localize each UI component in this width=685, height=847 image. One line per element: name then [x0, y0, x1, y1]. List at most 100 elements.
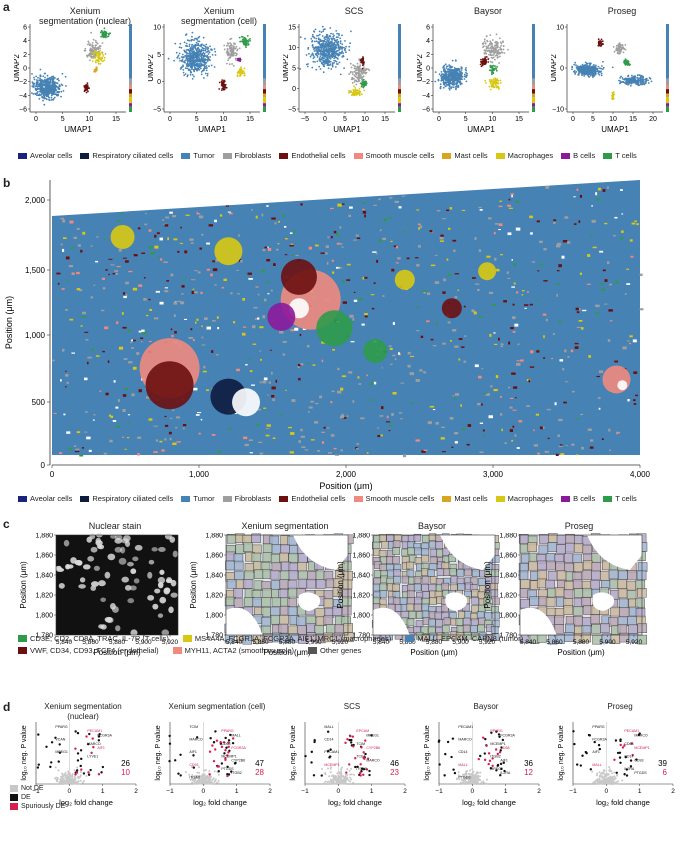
- umap-point: [363, 89, 366, 92]
- tissue-spot: [200, 291, 203, 295]
- tissue-spot: [434, 254, 438, 256]
- tissue-spot: [169, 437, 172, 441]
- umap-point: [95, 55, 98, 57]
- tissue-spot: [415, 257, 419, 259]
- umap-point: [214, 50, 217, 53]
- umap-point: [311, 33, 314, 36]
- umap-point: [362, 81, 365, 83]
- umap-point: [229, 42, 231, 44]
- umap-point: [203, 66, 206, 69]
- umap-xtick: 10: [85, 116, 93, 123]
- umap-point: [231, 52, 234, 54]
- tissue-spot: [511, 194, 513, 198]
- tissue-spot: [507, 232, 512, 236]
- umap-point: [193, 68, 195, 71]
- tissue-spot: [482, 435, 485, 437]
- tissue-spot: [406, 257, 410, 260]
- nucleus: [163, 587, 170, 595]
- umap-point: [465, 67, 467, 69]
- umap-point: [197, 56, 199, 58]
- umap-point: [100, 58, 103, 60]
- tissue-spot: [228, 428, 231, 430]
- tissue-spot: [509, 397, 514, 399]
- umap-point: [358, 90, 361, 93]
- umap-point: [198, 62, 200, 65]
- umap-point: [96, 42, 99, 45]
- umap-point: [489, 60, 492, 63]
- umap-point: [35, 85, 38, 87]
- umap-point: [45, 79, 48, 82]
- umap-point: [341, 50, 344, 53]
- umap-point: [100, 51, 103, 54]
- tissue-spot: [114, 270, 119, 272]
- umap-point: [98, 60, 100, 62]
- umap-point: [600, 70, 602, 72]
- umap-point: [38, 93, 41, 96]
- nucleus: [95, 537, 101, 544]
- umap-point: [594, 70, 597, 73]
- tissue-spot: [553, 219, 557, 222]
- tissue-spot: [436, 210, 441, 212]
- tissue-spot: [373, 204, 377, 206]
- tissue-spot: [319, 395, 323, 399]
- tissue-spot: [435, 322, 438, 325]
- tissue-spot: [308, 411, 310, 413]
- umap-point: [102, 55, 105, 57]
- umap-ytick: 15: [288, 25, 296, 32]
- umap-point: [43, 103, 46, 106]
- tissue-spot: [609, 320, 613, 322]
- nucleus: [127, 561, 134, 567]
- umap-point: [500, 49, 502, 51]
- umap-point: [357, 66, 360, 69]
- umap-point: [602, 68, 604, 70]
- tissue-spot: [515, 227, 521, 231]
- umap-point: [41, 87, 44, 90]
- umap-point: [445, 78, 448, 81]
- umap-point: [485, 52, 488, 55]
- umap-point: [226, 48, 229, 50]
- tissue-spot: [562, 240, 568, 243]
- umap-point: [588, 73, 591, 75]
- umap-point: [235, 45, 238, 48]
- tissue-spot: [416, 330, 420, 332]
- umap-point: [205, 43, 208, 46]
- umap-point: [465, 80, 468, 83]
- tissue-spot: [628, 342, 632, 345]
- umap-point: [331, 54, 334, 57]
- tissue-spot: [236, 293, 241, 295]
- umap-title-1: Xenium segmentation (cell): [180, 6, 258, 26]
- umap-xtick: 0: [34, 116, 38, 123]
- tissue-spot: [373, 282, 376, 284]
- umap-point: [45, 89, 48, 91]
- c-title-1: Xenium segmentation: [241, 521, 329, 531]
- tissue-spot: [161, 449, 165, 452]
- umap-point: [324, 55, 327, 58]
- tissue-spot: [260, 358, 262, 361]
- umap-point: [36, 92, 38, 95]
- tissue-spot: [544, 450, 549, 453]
- tissue-spot: [602, 189, 606, 192]
- umap-point: [639, 83, 642, 86]
- umap-point: [194, 37, 197, 40]
- umap-point: [488, 85, 491, 88]
- umap-point: [107, 35, 110, 38]
- umap-xtick: 10: [361, 116, 369, 123]
- tissue-spot: [461, 209, 466, 211]
- tissue-spot: [440, 234, 444, 238]
- tissue-spot: [251, 384, 255, 386]
- umap-point: [240, 40, 243, 43]
- nucleus: [120, 546, 126, 554]
- umap-point: [351, 82, 354, 84]
- umap-point: [50, 90, 53, 93]
- tissue-spot: [432, 409, 436, 411]
- tissue-spot: [564, 381, 569, 383]
- tissue-region: [478, 262, 497, 281]
- umap-point: [632, 79, 635, 82]
- umap-point: [639, 79, 642, 82]
- tissue-spot: [170, 273, 174, 277]
- umap-point: [245, 46, 247, 48]
- tissue-spot: [331, 390, 335, 393]
- umap-point: [583, 66, 586, 69]
- umap-point: [328, 59, 330, 62]
- tissue-spot: [633, 403, 637, 405]
